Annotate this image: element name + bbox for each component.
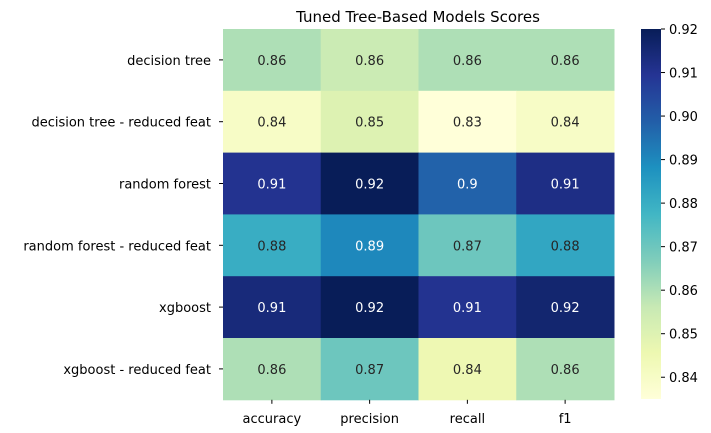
heatmap-cell	[516, 152, 615, 215]
cell-value-label: 0.86	[453, 54, 482, 69]
heatmap-cell	[223, 29, 322, 92]
colorbar-tick-label: 0.86	[669, 284, 698, 299]
cell-value-label: 0.87	[355, 363, 384, 378]
chart-title: Tuned Tree-Based Models Scores	[295, 8, 540, 26]
heatmap-cell	[418, 90, 517, 154]
column-label: precision	[340, 412, 399, 427]
row-labels: decision tree decision tree - reduced fea…	[23, 54, 223, 378]
heatmap-cell	[320, 90, 419, 154]
cell-value-label: 0.86	[257, 363, 286, 378]
row-label: xgboost	[159, 301, 211, 316]
cell-value-label: 0.85	[355, 116, 384, 131]
heatmap-cell	[418, 276, 517, 339]
cell-value-label: 0.86	[355, 54, 384, 69]
colorbar-tick-label: 0.85	[669, 328, 698, 343]
cell-value-label: 0.92	[551, 301, 580, 316]
row-label: random forest - reduced feat	[23, 239, 211, 254]
cell-value-label: 0.88	[551, 239, 580, 254]
column-label: recall	[450, 412, 485, 427]
colorbar-tick-label: 0.92	[669, 23, 698, 38]
cell-value-label: 0.91	[257, 301, 286, 316]
cell-value-label: 0.91	[551, 178, 580, 193]
heatmap-cell	[320, 338, 419, 401]
row-label: decision tree	[127, 54, 211, 69]
cell-value-label: 0.88	[257, 239, 286, 254]
heatmap-cell	[320, 214, 419, 277]
heatmap-cell	[418, 214, 517, 277]
row-label: random forest	[119, 178, 211, 193]
colorbar-gradient	[641, 29, 661, 399]
heatmap-cell	[223, 338, 322, 401]
cell-value-label: 0.84	[257, 116, 286, 131]
colorbar-tick-label: 0.89	[669, 154, 698, 169]
colorbar-tick-label: 0.84	[669, 371, 698, 386]
heatmap-cells: 0.86 0.86 0.86 0.86 0.84 0.85 0.83 0.84 0.91 0.92…	[223, 29, 615, 401]
cell-value-label: 0.84	[453, 363, 482, 378]
heatmap-cell	[516, 90, 615, 154]
heatmap-cell	[223, 90, 322, 154]
heatmap-cell	[320, 276, 419, 339]
heatmap-cell	[320, 152, 419, 215]
heatmap-cell	[223, 214, 322, 277]
cell-value-label: 0.84	[551, 116, 580, 131]
cell-value-label: 0.92	[355, 178, 384, 193]
cell-value-label: 0.86	[551, 363, 580, 378]
colorbar-tick-label: 0.90	[669, 110, 698, 125]
heatmap-cell	[418, 152, 517, 215]
colorbar-tick-label: 0.91	[669, 67, 698, 82]
cell-value-label: 0.87	[453, 239, 482, 254]
colorbar-tick-label: 0.88	[669, 197, 698, 212]
heatmap-cell	[223, 152, 322, 215]
cell-value-label: 0.83	[453, 116, 482, 131]
colorbar: 0.84 0.85 0.86 0.87 0.88 0.89 0.90 0.91 0.92	[641, 23, 698, 399]
row-label: decision tree - reduced feat	[31, 116, 211, 131]
heatmap-cell	[418, 338, 517, 401]
cell-value-label: 0.86	[257, 54, 286, 69]
column-label: f1	[559, 412, 572, 427]
cell-value-label: 0.92	[355, 301, 384, 316]
colorbar-tick-label: 0.87	[669, 241, 698, 256]
cell-value-label: 0.86	[551, 54, 580, 69]
heatmap-cell	[320, 29, 419, 92]
cell-value-label: 0.9	[457, 178, 478, 193]
heatmap-cell	[516, 29, 615, 92]
heatmap-cell	[223, 276, 322, 339]
column-labels: accuracy precision recall f1	[243, 399, 572, 427]
column-label: accuracy	[243, 412, 302, 427]
row-label: xgboost - reduced feat	[63, 363, 211, 378]
cell-value-label: 0.91	[453, 301, 482, 316]
heatmap-cell	[516, 276, 615, 339]
heatmap-cell	[418, 29, 517, 92]
heatmap-cell	[516, 214, 615, 277]
cell-value-label: 0.91	[257, 178, 286, 193]
cell-value-label: 0.89	[355, 239, 384, 254]
heatmap-cell	[516, 338, 615, 401]
